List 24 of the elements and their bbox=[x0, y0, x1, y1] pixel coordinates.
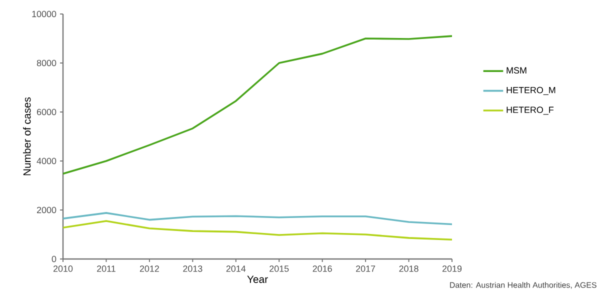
x-tick-label: 2014 bbox=[226, 266, 246, 272]
x-tick-label: 2011 bbox=[97, 266, 116, 272]
x-tick-label: 2015 bbox=[270, 266, 289, 272]
x-axis-title: Year bbox=[247, 276, 268, 284]
y-tick-label: 8000 bbox=[36, 60, 56, 66]
y-tick-label: 2000 bbox=[37, 206, 56, 214]
line-series bbox=[63, 212, 452, 226]
x-tick-label: 2016 bbox=[312, 266, 332, 272]
legend-label: HETERO_F bbox=[506, 106, 554, 115]
x-tick-label: 2018 bbox=[399, 266, 418, 272]
x-tick-label: 2019 bbox=[442, 266, 462, 272]
y-tick-label: 4000 bbox=[36, 158, 56, 164]
y-tick-label: 10000 bbox=[32, 10, 56, 18]
line-series bbox=[63, 220, 452, 241]
line-series bbox=[63, 35, 452, 175]
legend-label: MSM bbox=[506, 67, 526, 74]
x-tick-label: 2017 bbox=[356, 266, 376, 272]
legend-label: HETERO_M bbox=[506, 86, 556, 95]
y-tick-label: 0 bbox=[52, 256, 56, 262]
x-tick-label: 2012 bbox=[140, 266, 159, 272]
x-tick-label: 2010 bbox=[53, 266, 73, 272]
y-tick-label: 6000 bbox=[37, 108, 56, 116]
x-tick-label: 2013 bbox=[183, 266, 202, 272]
y-axis-title: Number of cases bbox=[23, 97, 31, 176]
